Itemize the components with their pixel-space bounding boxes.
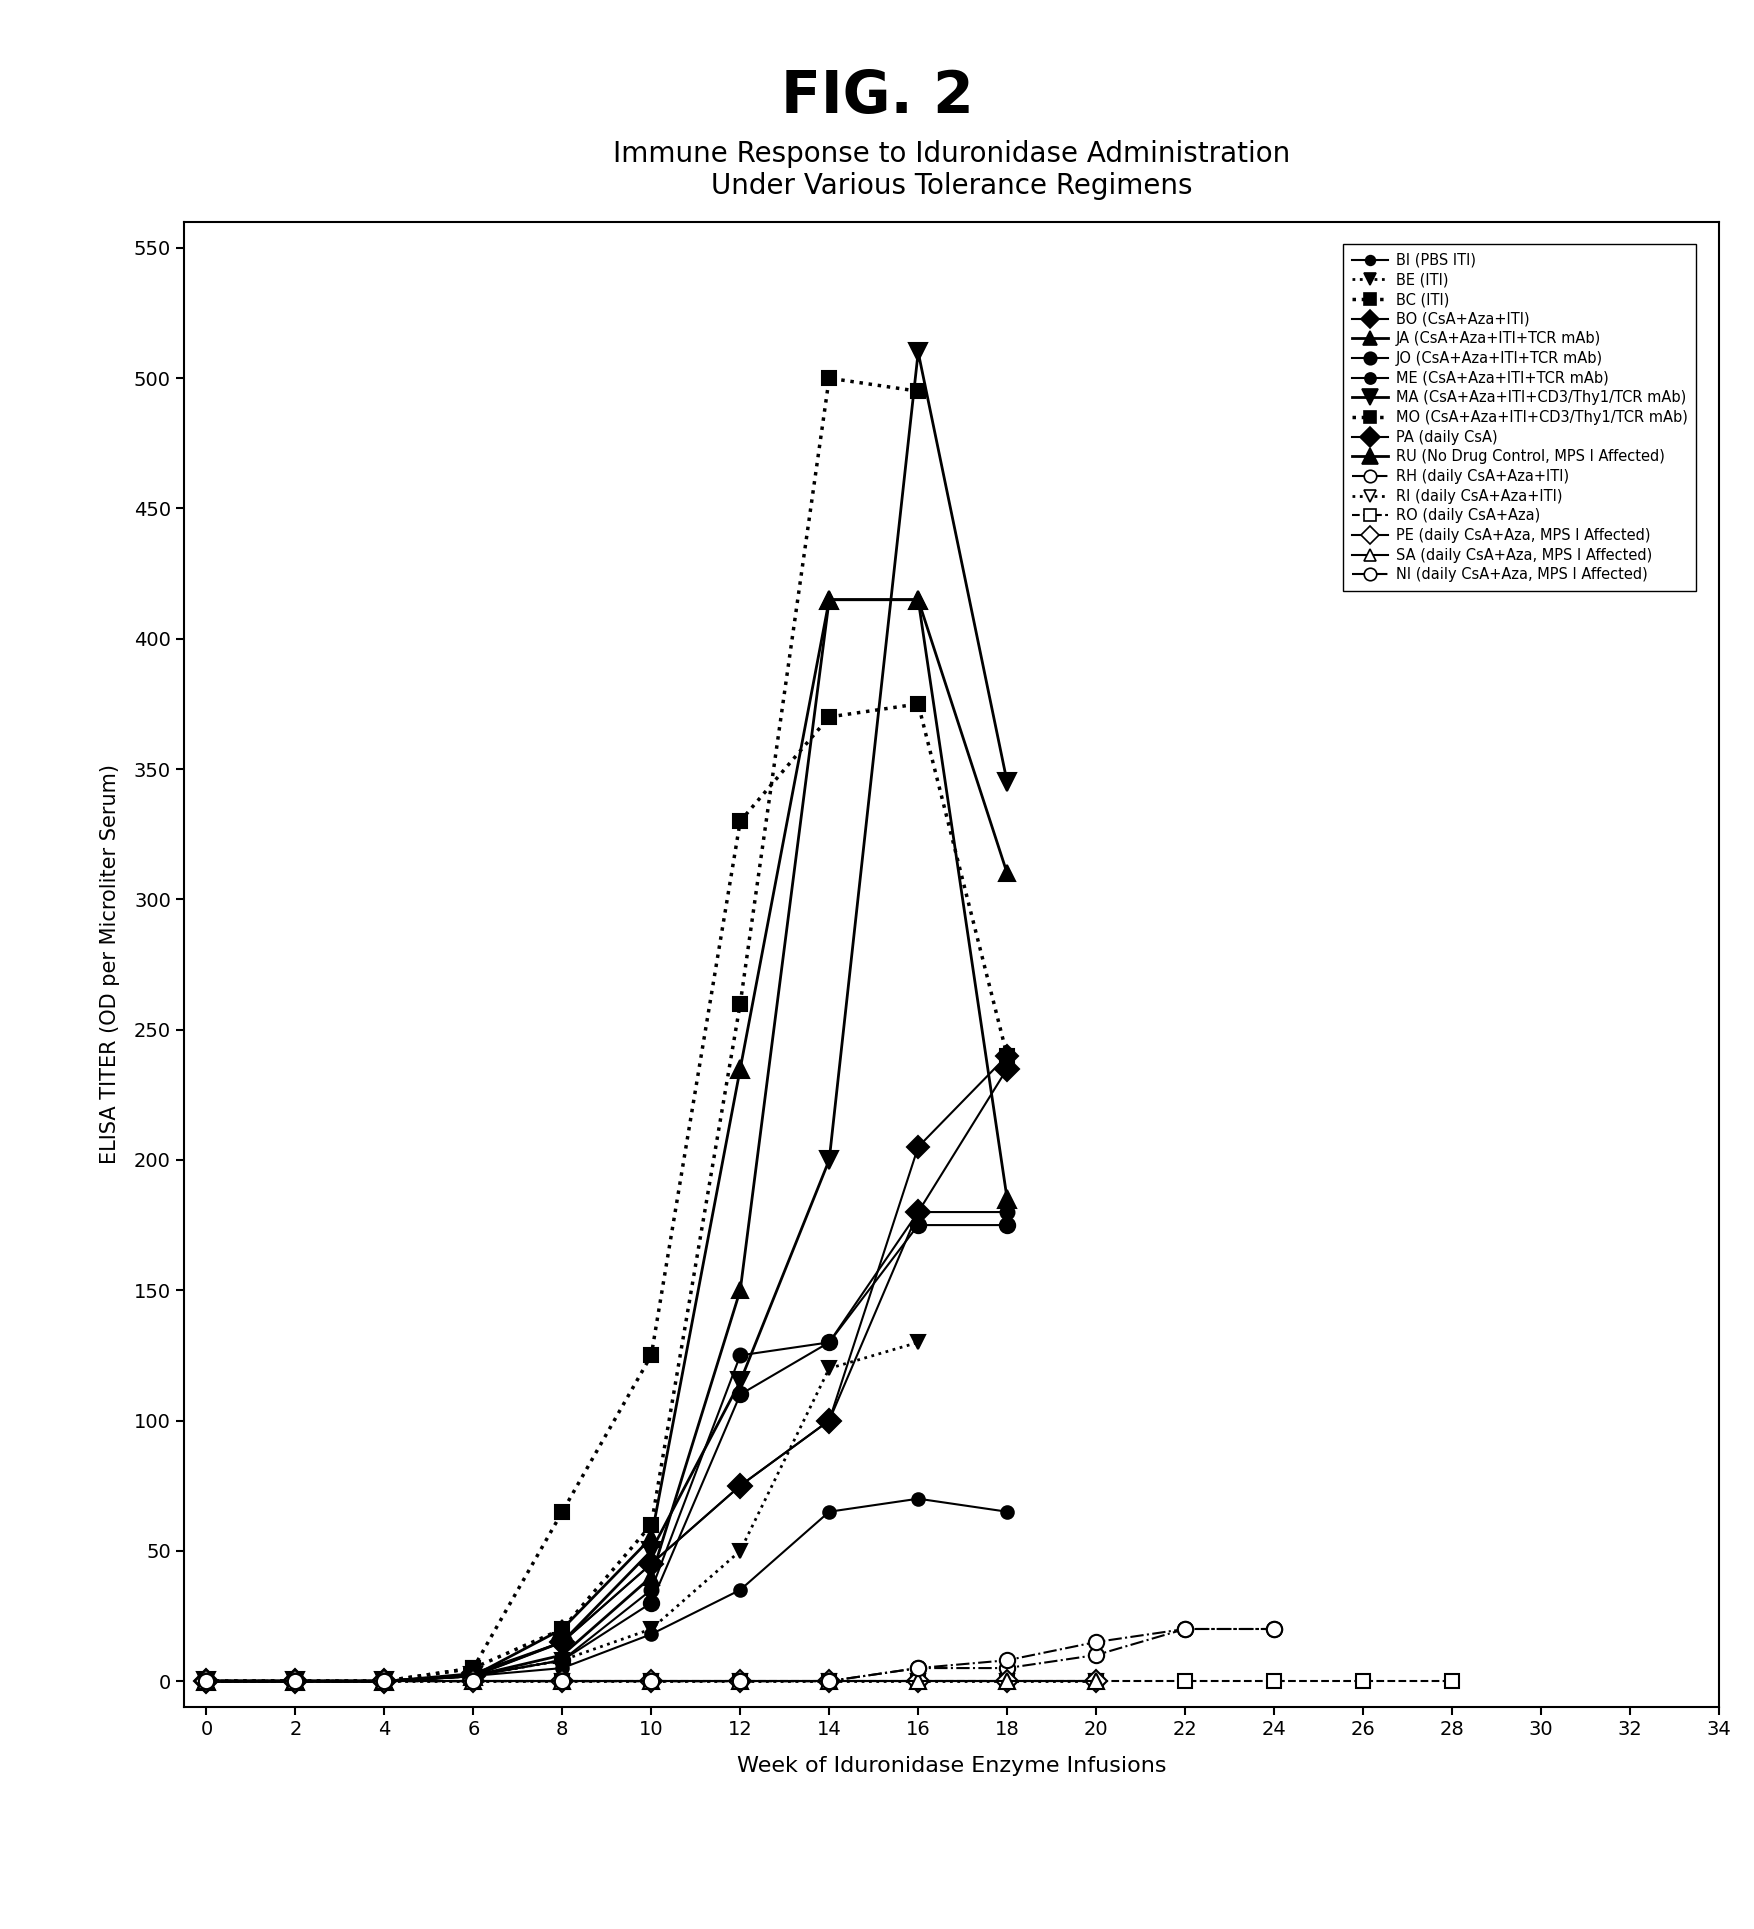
Title: Immune Response to Iduronidase Administration
Under Various Tolerance Regimens: Immune Response to Iduronidase Administr… [612, 139, 1291, 201]
Y-axis label: ELISA TITER (OD per Microliter Serum): ELISA TITER (OD per Microliter Serum) [100, 764, 119, 1165]
Text: FIG. 2: FIG. 2 [781, 68, 973, 125]
Legend: BI (PBS ITI), BE (ITI), BC (ITI), BO (CsA+Aza+ITI), JA (CsA+Aza+ITI+TCR mAb), JO: BI (PBS ITI), BE (ITI), BC (ITI), BO (Cs… [1344, 243, 1696, 590]
X-axis label: Week of Iduronidase Enzyme Infusions: Week of Iduronidase Enzyme Infusions [737, 1755, 1166, 1777]
